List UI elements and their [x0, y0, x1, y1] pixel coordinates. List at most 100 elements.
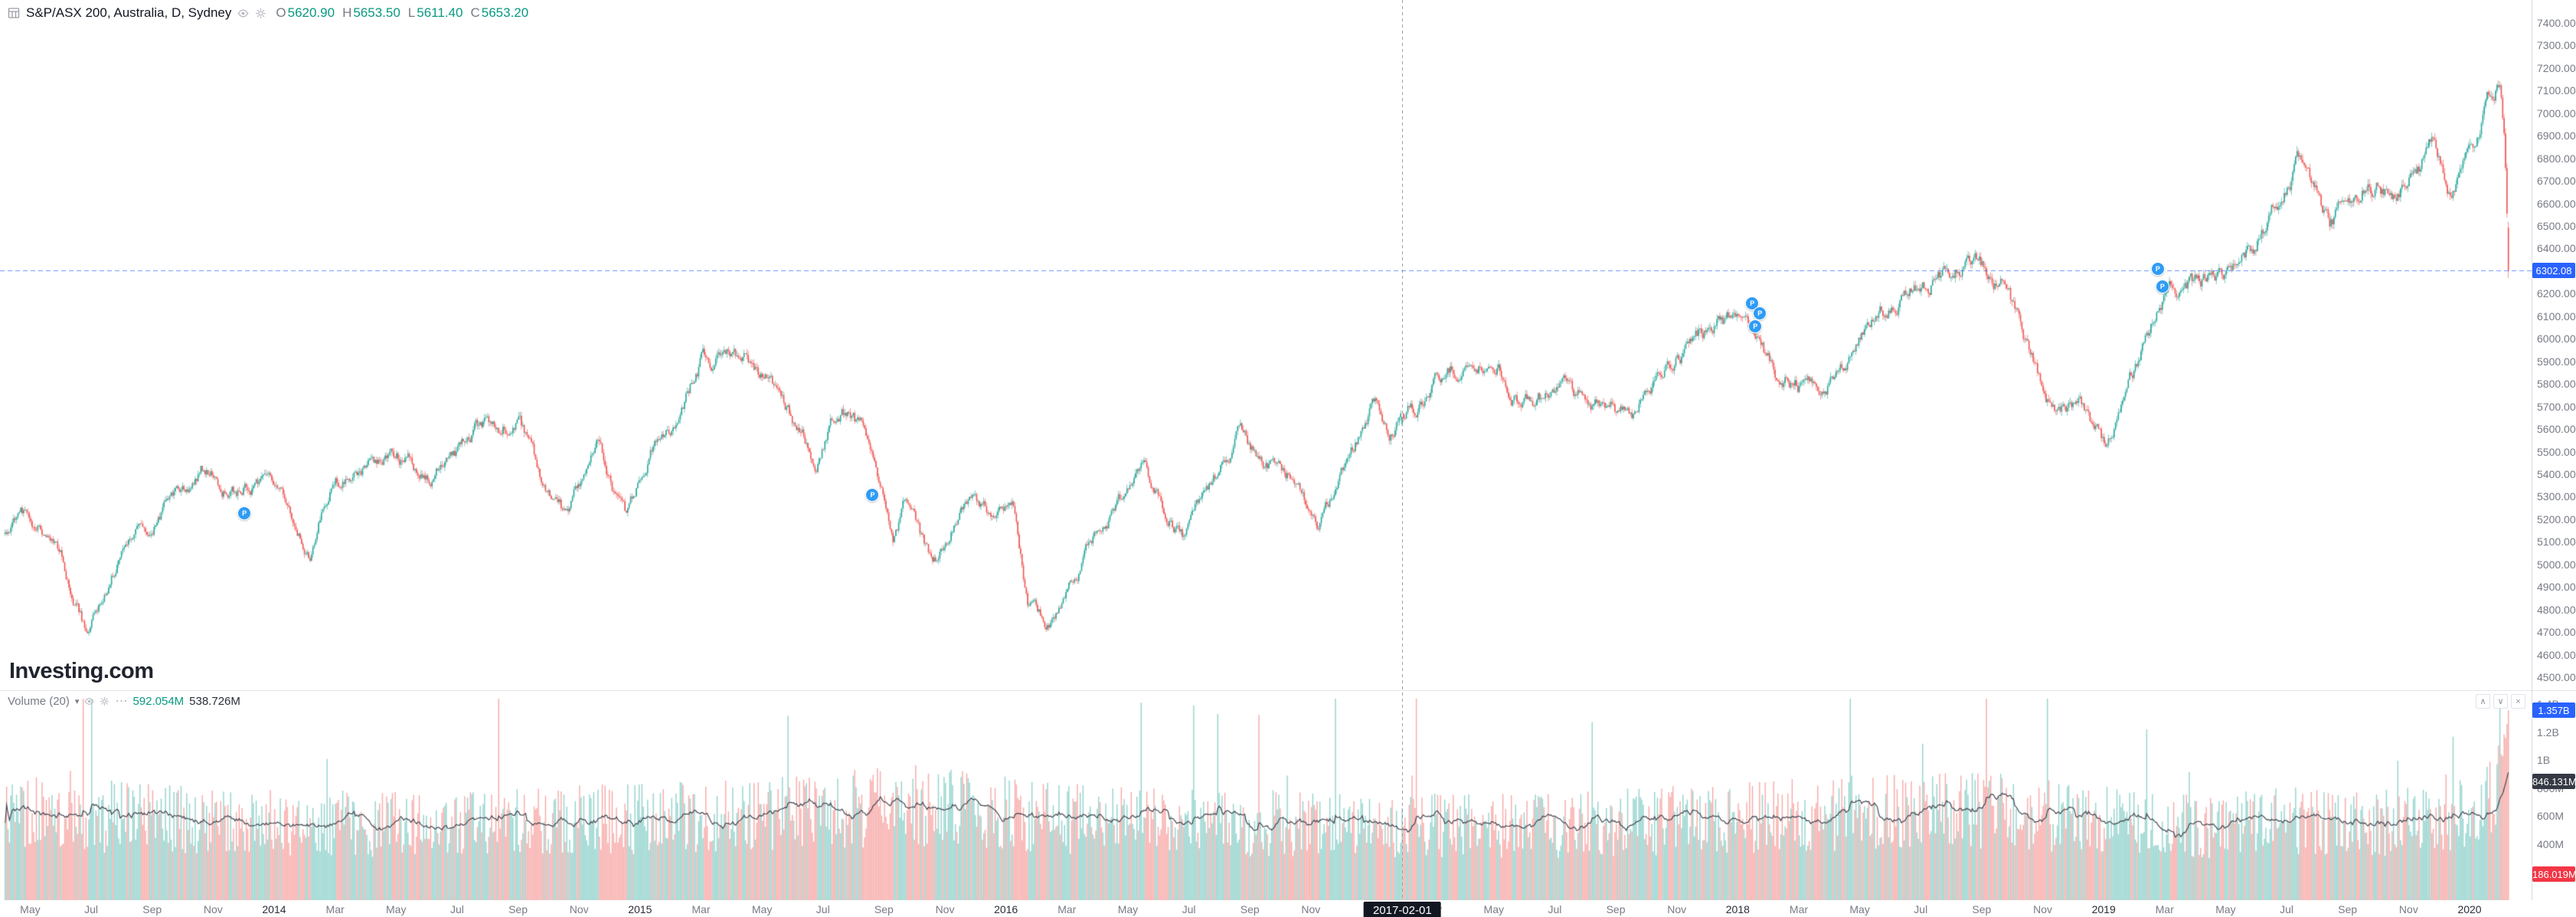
price-axis-label: 6500.00 — [2537, 220, 2576, 233]
price-axis-label: 7400.00 — [2537, 17, 2576, 29]
time-axis-year-label: 2020 — [2457, 903, 2482, 915]
price-axis-label: 4500.00 — [2537, 671, 2576, 683]
time-axis-month-label: Nov — [2033, 903, 2052, 915]
time-axis-month-label: May — [1483, 903, 1504, 915]
time-axis-month-label: May — [751, 903, 773, 915]
price-axis-label: 7300.00 — [2537, 39, 2576, 52]
logo-brand: Investing — [9, 659, 103, 683]
time-axis[interactable]: 2017-02-01 May Jul Sep Nov 2014 Mar May Jul Sep N… — [0, 900, 2576, 917]
gear-icon[interactable] — [100, 696, 110, 706]
volume-value: 592.054M — [132, 695, 185, 708]
price-axis-label: 5300.00 — [2537, 490, 2576, 503]
chevron-down-icon[interactable]: ▾ — [74, 697, 80, 706]
price-chart-canvas[interactable] — [0, 0, 2532, 690]
price-axis-label: 5900.00 — [2537, 355, 2576, 368]
logo-tld: .com — [103, 659, 154, 683]
time-axis-month-label: Nov — [1301, 903, 1321, 915]
time-axis-month-label: Sep — [874, 903, 894, 915]
time-axis-month-label: May — [386, 903, 407, 915]
price-axis-label: 5700.00 — [2537, 400, 2576, 413]
eye-icon[interactable] — [237, 8, 249, 19]
symbol-title[interactable]: S&P/ASX 200, Australia, D, Sydney — [26, 5, 232, 20]
last-price-badge: 6302.08 — [2532, 263, 2575, 279]
volume-ma-value: 538.726M — [189, 695, 240, 708]
close-value: C 5653.20 — [470, 5, 529, 20]
volume-axis-label: 600M — [2537, 810, 2565, 823]
time-axis-month-label: Nov — [569, 903, 589, 915]
time-axis-month-label: Sep — [1606, 903, 1626, 915]
volume-axis-label: 1B — [2537, 754, 2551, 767]
time-axis-month-label: Jul — [449, 903, 464, 915]
pane-separator[interactable] — [0, 690, 2576, 691]
price-axis-label: 4800.00 — [2537, 603, 2576, 616]
time-axis-month-label: Mar — [325, 903, 345, 915]
pane-move-up-button[interactable]: ∧ — [2476, 694, 2490, 709]
pane-move-down-button[interactable]: ∨ — [2493, 694, 2508, 709]
volume-chart-canvas[interactable] — [0, 690, 2532, 900]
time-axis-month-label: Jul — [816, 903, 830, 915]
time-axis-month-label: May — [2215, 903, 2236, 915]
gear-icon[interactable] — [255, 8, 266, 19]
time-axis-month-label: Jul — [1914, 903, 1928, 915]
investing-logo[interactable]: Investing.com — [9, 659, 154, 684]
time-axis-month-label: Nov — [935, 903, 955, 915]
time-axis-month-label: Sep — [508, 903, 528, 915]
last-price-line — [0, 270, 2532, 271]
time-axis-year-label: 2016 — [994, 903, 1018, 915]
more-options-icon[interactable]: ⋯ — [115, 694, 128, 708]
price-axis-label: 6000.00 — [2537, 332, 2576, 346]
time-axis-month-label: Sep — [1972, 903, 1992, 915]
price-axis-label: 6700.00 — [2537, 175, 2576, 188]
low-value: L 5611.40 — [407, 5, 463, 20]
volume-indicator-label[interactable]: Volume (20) — [8, 695, 70, 708]
ohlc-values: O 5620.90 H 5653.50 L 5611.40 C 5653.20 — [276, 5, 536, 21]
time-axis-year-label: 2018 — [1725, 903, 1750, 915]
time-axis-month-label: Sep — [2338, 903, 2358, 915]
event-marker[interactable]: P — [2155, 280, 2169, 294]
symbol-legend: S&P/ASX 200, Australia, D, Sydney O 5620.… — [8, 5, 536, 21]
event-marker[interactable]: P — [237, 506, 252, 521]
price-axis-label: 6900.00 — [2537, 129, 2576, 142]
price-axis-label: 4900.00 — [2537, 581, 2576, 594]
time-axis-month-label: May — [20, 903, 41, 915]
time-axis-year-label: 2014 — [262, 903, 286, 915]
grid-icon[interactable] — [8, 7, 20, 19]
price-axis-label: 4600.00 — [2537, 648, 2576, 661]
price-axis-label: 5600.00 — [2537, 423, 2576, 436]
time-axis-month-label: Mar — [1058, 903, 1077, 915]
event-marker[interactable]: P — [1748, 319, 1763, 333]
price-axis-label: 5100.00 — [2537, 535, 2576, 549]
event-marker[interactable]: P — [865, 488, 880, 503]
price-axis-label: 6800.00 — [2537, 152, 2576, 165]
price-axis-label: 5500.00 — [2537, 445, 2576, 458]
event-marker[interactable]: P — [2150, 261, 2165, 276]
price-axis-label: 6100.00 — [2537, 309, 2576, 323]
price-axis-label: 5800.00 — [2537, 378, 2576, 391]
time-axis-month-label: Jul — [1548, 903, 1562, 915]
crosshair-vertical-line — [1402, 0, 1404, 900]
volume-legend: Volume (20) ▾ ⋯ 592.054M 538.726M — [8, 695, 240, 708]
time-axis-year-label: 2015 — [628, 903, 652, 915]
high-value: H 5653.50 — [342, 5, 400, 20]
price-axis-label: 5400.00 — [2537, 467, 2576, 480]
price-axis[interactable]: 6302.08 7400.00 7300.00 7200.00 7100.00 7000… — [2532, 0, 2576, 917]
volume-session-badge: 186.019M — [2532, 866, 2576, 883]
price-axis-label: 7200.00 — [2537, 61, 2576, 74]
eye-icon[interactable] — [84, 696, 95, 706]
time-axis-month-label: Jul — [2280, 903, 2294, 915]
time-axis-month-label: Sep — [142, 903, 162, 915]
volume-axis-label: 400M — [2537, 837, 2565, 850]
time-axis-month-label: Nov — [2398, 903, 2418, 915]
time-axis-month-label: May — [1849, 903, 1870, 915]
pane-close-button[interactable]: × — [2511, 694, 2525, 709]
open-value: O 5620.90 — [276, 5, 335, 20]
time-axis-month-label: Nov — [1667, 903, 1687, 915]
price-axis-label: 7000.00 — [2537, 106, 2576, 120]
event-marker[interactable]: P — [1753, 306, 1767, 321]
price-axis-label: 4700.00 — [2537, 626, 2576, 639]
price-axis-label: 6600.00 — [2537, 197, 2576, 210]
price-axis-label: 7100.00 — [2537, 84, 2576, 97]
price-axis-label: 5200.00 — [2537, 513, 2576, 526]
volume-axis-label: 1.2B — [2537, 725, 2559, 739]
